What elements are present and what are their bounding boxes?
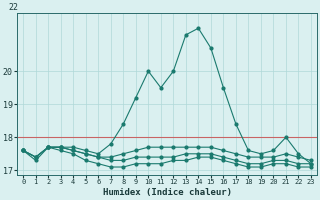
Text: 22: 22 [8,3,18,12]
X-axis label: Humidex (Indice chaleur): Humidex (Indice chaleur) [103,188,232,197]
